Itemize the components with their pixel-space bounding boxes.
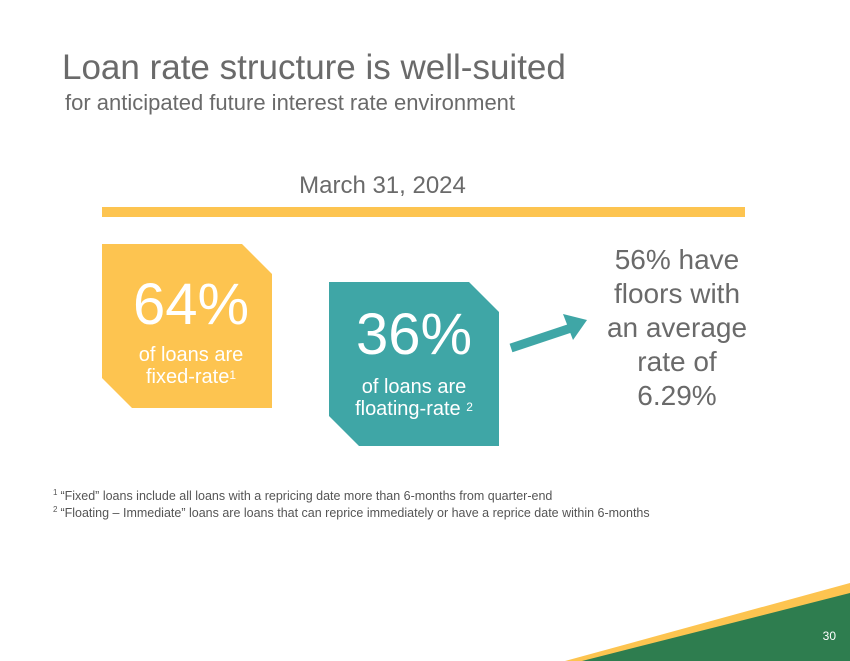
fixed-rate-description: of loans are fixed-rate1 [106, 344, 272, 388]
floors-note-line: rate of [637, 346, 717, 377]
floating-rate-line1: of loans are [361, 376, 467, 398]
floating-rate-stat-box: 36% of loans are floating-rate 2 [329, 282, 499, 446]
floating-rate-percent: 36% [355, 302, 473, 367]
floating-rate-footnote-ref: 2 [466, 400, 473, 414]
footnote-ref: 1 [53, 488, 58, 497]
fixed-rate-percent: 64% [132, 272, 250, 337]
date-label: March 31, 2024 [299, 172, 466, 199]
floors-note-line: an average [606, 312, 748, 343]
floors-note: 56% have floors with an average rate of … [592, 243, 762, 413]
footnote: 1 “Fixed” loans include all loans with a … [53, 488, 650, 503]
floating-rate-line2: floating-rate [355, 398, 461, 420]
footnote-ref: 2 [53, 505, 58, 514]
fixed-rate-stat-box: 64% of loans are fixed-rate1 [102, 244, 272, 408]
footnote-text: “Fixed” loans include all loans with a r… [60, 489, 553, 503]
footnote: 2 “Floating – Immediate” loans are loans … [53, 505, 650, 520]
fixed-rate-line1: of loans are [138, 344, 244, 366]
footnote-text: “Floating – Immediate” loans are loans t… [60, 506, 650, 520]
floors-note-line: 6.29% [637, 380, 717, 411]
arrow-right-icon [509, 314, 587, 353]
date-divider [102, 207, 745, 217]
slide-title: Loan rate structure is well-suited [62, 48, 566, 87]
floating-rate-description: of loans are floating-rate 2 [329, 376, 499, 420]
fixed-rate-line2: fixed-rate [145, 366, 230, 388]
page-number: 30 [822, 629, 836, 643]
floors-note-line: 56% have [614, 244, 740, 275]
floors-note-line: floors with [613, 278, 741, 309]
fixed-rate-footnote-ref: 1 [229, 368, 237, 382]
slide-subtitle: for anticipated future interest rate env… [65, 90, 516, 115]
footnotes: 1 “Fixed” loans include all loans with a … [53, 488, 650, 523]
